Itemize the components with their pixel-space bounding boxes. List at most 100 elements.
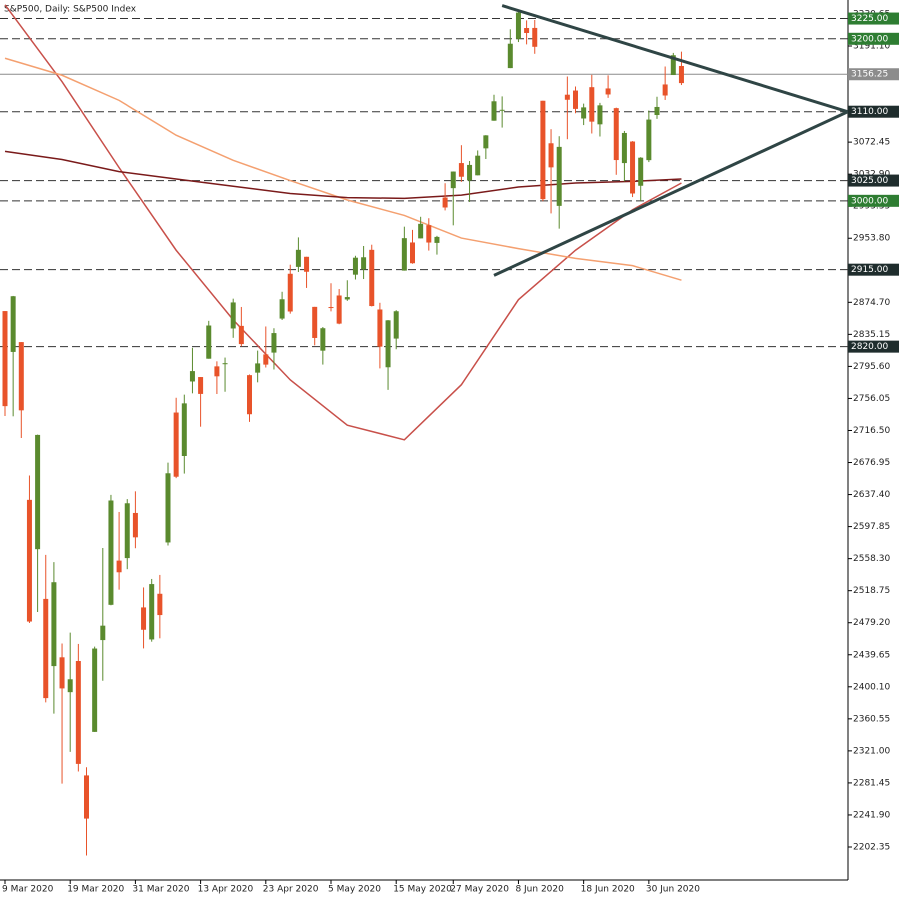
price-label: 3025.00 xyxy=(851,176,888,186)
candle-body xyxy=(247,375,252,415)
x-tick-label: 30 Jun 2020 xyxy=(646,885,700,895)
candle-body xyxy=(149,584,155,640)
y-tick-label: 2795.60 xyxy=(853,362,890,372)
x-tick-label: 9 Mar 2020 xyxy=(2,885,54,895)
candle-body xyxy=(157,593,163,616)
trendline xyxy=(493,110,849,277)
price-label: 2915.00 xyxy=(851,265,888,275)
y-tick-label: 3191.10 xyxy=(853,42,890,52)
candle-body xyxy=(662,84,668,96)
y-tick-label: 2874.70 xyxy=(853,298,890,308)
candle-body xyxy=(654,106,660,116)
price-label: 3156.25 xyxy=(851,70,888,80)
candle-body xyxy=(361,257,367,270)
y-tick-label: 2835.15 xyxy=(853,330,890,340)
candle-body xyxy=(198,377,204,394)
candle-body xyxy=(621,132,627,164)
candle-body xyxy=(483,135,489,149)
x-tick-label: 19 Mar 2020 xyxy=(67,885,124,895)
candle-body xyxy=(312,306,318,338)
candle-body xyxy=(369,249,375,307)
price-label-box xyxy=(848,263,899,276)
candle-body xyxy=(581,107,587,119)
candle-body xyxy=(352,257,358,275)
candle-body xyxy=(75,661,81,764)
candle-body xyxy=(230,302,236,329)
candle-body xyxy=(540,100,546,200)
price-label: 2820.00 xyxy=(851,342,888,352)
y-tick-label: 2953.80 xyxy=(853,234,890,244)
x-tick-label: 13 Apr 2020 xyxy=(198,885,254,895)
candle-body xyxy=(548,143,554,168)
y-tick-label: 2400.10 xyxy=(853,682,890,692)
candle-body xyxy=(410,242,415,264)
candle-body xyxy=(393,311,399,339)
price-label-box xyxy=(848,174,899,187)
candle-body xyxy=(189,371,195,382)
candle-body xyxy=(418,223,424,239)
candle-body xyxy=(116,560,122,573)
moving-average xyxy=(4,150,682,200)
y-tick-label: 2716.50 xyxy=(853,426,890,436)
candle-body xyxy=(385,320,391,368)
candle-body xyxy=(238,325,244,345)
candle-body xyxy=(67,679,73,693)
y-tick-label: 2479.20 xyxy=(853,618,890,628)
candle-body xyxy=(589,87,595,122)
y-tick-label: 2439.65 xyxy=(853,650,890,660)
y-tick-label: 2597.85 xyxy=(853,522,890,532)
price-label-box xyxy=(848,105,899,118)
y-tick-label: 2281.45 xyxy=(853,778,890,788)
candle-body xyxy=(467,164,473,181)
candle-body xyxy=(336,295,342,324)
trendline xyxy=(501,4,849,114)
x-tick-label: 18 Jun 2020 xyxy=(581,885,635,895)
candle-body xyxy=(304,256,310,272)
candle-body xyxy=(524,28,530,33)
y-tick-label: 2202.35 xyxy=(853,842,890,852)
candle-body xyxy=(597,105,603,125)
candle-body xyxy=(92,648,98,732)
x-tick-label: 8 Jun 2020 xyxy=(515,885,564,895)
candle-body xyxy=(214,366,220,377)
candle-body xyxy=(532,27,538,47)
candle-body xyxy=(165,473,171,543)
price-label: 3000.00 xyxy=(851,196,888,206)
y-tick-label: 2676.95 xyxy=(853,458,890,468)
candle-body xyxy=(2,311,8,407)
y-tick-label: 2518.75 xyxy=(853,586,890,596)
candle-body xyxy=(401,238,407,271)
y-tick-label: 3072.45 xyxy=(853,138,890,148)
candle-body xyxy=(18,342,24,411)
candle-body xyxy=(605,88,611,95)
candle-body xyxy=(263,354,269,365)
candle-body xyxy=(450,171,456,189)
candle-body xyxy=(271,333,277,353)
price-label-box xyxy=(848,32,899,45)
candle-body xyxy=(442,197,448,208)
x-tick-label: 27 May 2020 xyxy=(450,885,509,895)
y-tick-label: 2558.30 xyxy=(853,554,890,564)
candle-body xyxy=(173,412,179,477)
candle-body xyxy=(499,109,505,111)
candle-body xyxy=(344,297,350,300)
candle-body xyxy=(132,512,138,538)
candle-body xyxy=(141,607,147,630)
chart-title: S&P500, Daily: S&P500 Index xyxy=(4,5,137,15)
price-label-box xyxy=(848,68,899,81)
candle-body xyxy=(377,309,383,347)
candle-body xyxy=(124,503,130,559)
candle-body xyxy=(295,249,301,267)
price-label: 3200.00 xyxy=(851,34,888,44)
candle-body xyxy=(84,775,89,819)
price-label-box xyxy=(848,194,899,207)
candle-body xyxy=(206,325,212,359)
candle-body xyxy=(556,146,562,206)
candle-body xyxy=(35,434,41,550)
candle-body xyxy=(320,328,326,351)
candle-body xyxy=(564,94,570,100)
candle-body xyxy=(491,101,497,121)
candle-body xyxy=(255,363,261,373)
